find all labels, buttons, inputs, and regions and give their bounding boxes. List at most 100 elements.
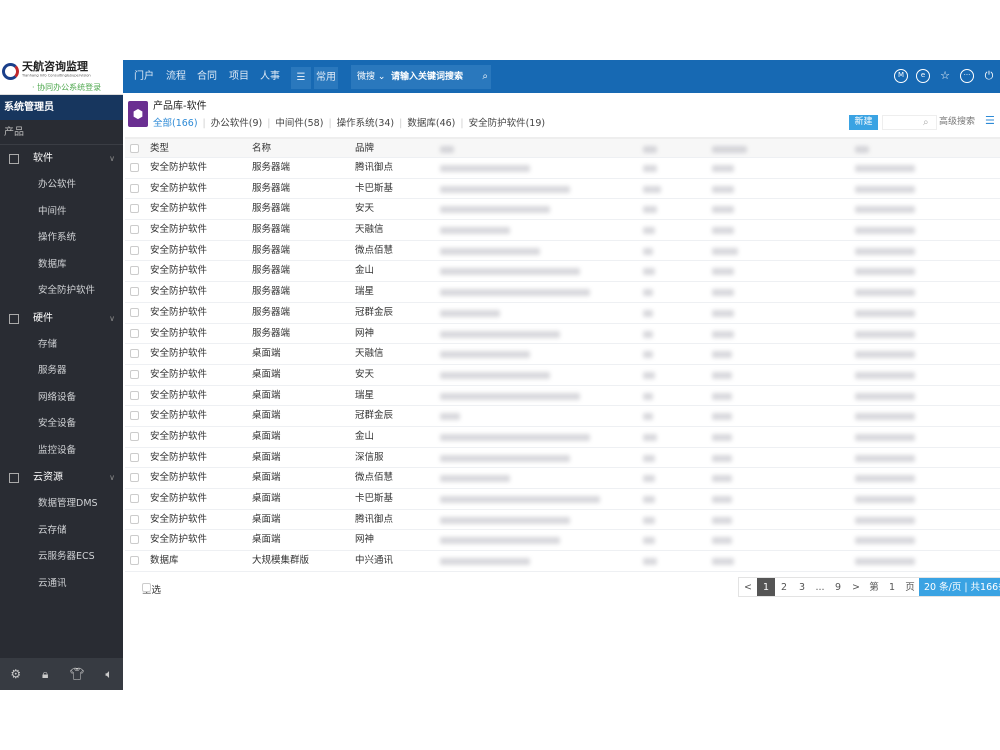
nav-workflow[interactable]: 流程: [166, 71, 186, 82]
row-checkbox[interactable]: [130, 535, 139, 545]
row-checkbox[interactable]: [130, 287, 139, 297]
row-checkbox[interactable]: [130, 349, 139, 359]
table-row[interactable]: 安全防护软件 服务器端 瑞星: [125, 282, 1000, 303]
table-row[interactable]: 安全防护软件 服务器端 腾讯御点: [125, 158, 1000, 179]
sidebar-item[interactable]: 服务器: [38, 365, 67, 376]
chevron-down-icon[interactable]: ∨: [109, 473, 115, 482]
row-checkbox[interactable]: [130, 225, 139, 235]
sidebar-item[interactable]: 存储: [38, 338, 58, 350]
page-button[interactable]: 3: [798, 582, 806, 593]
sidebar-item[interactable]: 操作系统: [38, 232, 77, 243]
page-button[interactable]: 2: [780, 582, 788, 593]
lock-icon[interactable]: 🔒︎: [42, 666, 49, 681]
column-header-name[interactable]: 名称: [252, 143, 272, 154]
nav-portal[interactable]: 门户: [134, 71, 154, 82]
row-checkbox[interactable]: [130, 307, 139, 317]
row-checkbox[interactable]: [130, 369, 139, 379]
sidebar-item[interactable]: 云服务器ECS: [38, 551, 95, 562]
sidebar-group[interactable]: 云资源 ∨: [0, 464, 123, 491]
star-icon[interactable]: ☆: [940, 69, 950, 82]
table-row[interactable]: 安全防护软件 服务器端 卡巴斯基: [125, 179, 1000, 200]
sidebar-item[interactable]: 数据管理DMS: [38, 498, 98, 509]
hamburger-icon[interactable]: ☰: [291, 67, 311, 89]
search-input[interactable]: 请输入关键词搜索: [391, 72, 464, 82]
nav-contract[interactable]: 合同: [197, 71, 217, 82]
table-row[interactable]: 安全防护软件 服务器端 金山: [125, 261, 1000, 283]
tab-category[interactable]: 全部(166): [153, 118, 198, 129]
sidebar-group[interactable]: 硬件 ∨: [0, 305, 123, 332]
table-row[interactable]: 安全防护软件 桌面端 微点佰慧: [125, 468, 1000, 489]
search-scope-dropdown[interactable]: 微搜 ⌄: [357, 72, 386, 82]
table-row[interactable]: 安全防护软件 桌面端 腾讯御点: [125, 510, 1000, 531]
row-checkbox[interactable]: [130, 473, 139, 483]
sidebar-item[interactable]: 云存储: [38, 524, 67, 536]
chevron-down-icon[interactable]: ∨: [109, 313, 115, 323]
page-button[interactable]: ...: [815, 582, 825, 593]
tab-category[interactable]: 安全防护软件(19): [468, 118, 546, 129]
search-icon[interactable]: ⌕: [482, 71, 488, 82]
speaker-icon[interactable]: 🔈︎: [105, 666, 113, 681]
tab-category[interactable]: 办公软件(9): [210, 118, 263, 129]
select-all-checkbox[interactable]: [142, 583, 151, 592]
sidebar-item[interactable]: 监控设备: [38, 444, 77, 456]
chevron-down-icon[interactable]: ∨: [109, 154, 115, 163]
row-checkbox[interactable]: [130, 204, 139, 214]
table-search-input[interactable]: [882, 115, 937, 130]
row-checkbox[interactable]: [130, 494, 139, 503]
sidebar-item[interactable]: 安全设备: [38, 418, 77, 429]
sidebar-item[interactable]: 安全防护软件: [38, 285, 96, 296]
table-row[interactable]: 安全防护软件 服务器端 天融信: [125, 220, 1000, 241]
nav-hr[interactable]: 人事: [260, 71, 280, 82]
next-page-button[interactable]: >: [852, 582, 860, 593]
sidebar-group[interactable]: 软件 ∨: [0, 145, 123, 172]
page-size-selector[interactable]: 20 条/页 | 共166条: [919, 578, 1000, 596]
sidebar-item[interactable]: 数据库: [38, 258, 67, 270]
page-button[interactable]: 9: [834, 582, 842, 593]
goto-page-input[interactable]: 1: [888, 582, 896, 593]
table-row[interactable]: 安全防护软件 桌面端 天融信: [125, 344, 1000, 365]
power-icon[interactable]: ⏻: [984, 69, 994, 82]
sidebar-item[interactable]: 云通讯: [38, 577, 67, 589]
sidebar-user[interactable]: 系统管理员: [0, 95, 123, 120]
search-icon[interactable]: ⌕: [923, 117, 929, 128]
row-checkbox[interactable]: [130, 163, 139, 172]
row-checkbox[interactable]: [130, 452, 139, 462]
sidebar-item[interactable]: 网络设备: [38, 391, 77, 403]
shirt-icon[interactable]: 👕︎: [69, 667, 85, 681]
row-checkbox[interactable]: [130, 390, 139, 400]
tab-category[interactable]: 中间件(58): [275, 118, 324, 129]
table-row[interactable]: 安全防护软件 服务器端 网神: [125, 324, 1000, 345]
sidebar-item[interactable]: 办公软件: [38, 179, 77, 190]
prev-page-button[interactable]: <: [744, 582, 752, 593]
nav-project[interactable]: 项目: [229, 71, 249, 82]
sidebar-item[interactable]: 中间件: [38, 205, 67, 217]
settings-icon[interactable]: ⚙: [10, 667, 22, 681]
table-row[interactable]: 安全防护软件 桌面端 网神: [125, 530, 1000, 552]
table-row[interactable]: 安全防护软件 服务器端 微点佰慧: [125, 241, 1000, 262]
table-row[interactable]: 安全防护软件 桌面端 深信服: [125, 448, 1000, 469]
more-icon[interactable]: ···: [960, 69, 974, 83]
table-row[interactable]: 安全防护软件 桌面端 卡巴斯基: [125, 489, 1000, 510]
r-badge-icon[interactable]: e: [916, 69, 930, 83]
table-row[interactable]: 安全防护软件 桌面端 金山: [125, 427, 1000, 448]
column-header-type[interactable]: 类型: [150, 143, 170, 154]
row-checkbox[interactable]: [130, 183, 139, 193]
search-box[interactable]: 微搜 ⌄ 请输入关键词搜索 ⌕: [351, 65, 491, 89]
row-checkbox[interactable]: [130, 514, 139, 524]
column-header-brand[interactable]: 品牌: [355, 143, 375, 154]
row-checkbox[interactable]: [130, 328, 139, 338]
table-row[interactable]: 安全防护软件 桌面端 安天: [125, 365, 1000, 386]
nav-common[interactable]: 常用: [314, 67, 338, 89]
tab-category[interactable]: 数据库(46): [407, 118, 456, 129]
row-checkbox[interactable]: [130, 411, 139, 421]
row-checkbox[interactable]: [130, 266, 139, 276]
table-row[interactable]: 数据库 大规模集群版 中兴通讯: [125, 551, 1000, 572]
page-button[interactable]: 1: [757, 578, 775, 596]
tab-category[interactable]: 操作系统(34): [336, 118, 395, 129]
row-checkbox[interactable]: [130, 431, 139, 441]
table-row[interactable]: 安全防护软件 服务器端 安天: [125, 199, 1000, 221]
header-checkbox[interactable]: [130, 144, 139, 153]
list-view-icon[interactable]: ☰: [985, 114, 995, 127]
new-button[interactable]: 新建: [849, 115, 878, 130]
table-row[interactable]: 安全防护软件 服务器端 冠群金辰: [125, 303, 1000, 324]
